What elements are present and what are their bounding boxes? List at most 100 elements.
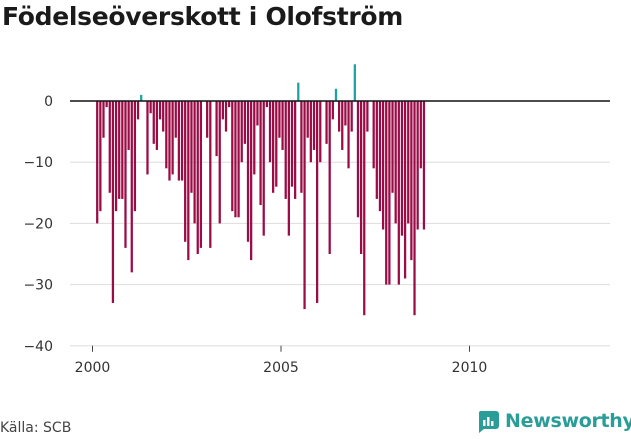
bar xyxy=(341,101,344,150)
bar xyxy=(366,101,369,132)
bar xyxy=(177,101,181,181)
bar xyxy=(400,101,404,236)
bar xyxy=(381,101,385,230)
bar xyxy=(419,101,422,169)
bar xyxy=(268,101,272,163)
bar xyxy=(199,101,203,248)
bar xyxy=(118,101,121,199)
bar xyxy=(256,101,259,126)
bar xyxy=(215,101,218,157)
chart-title: Födelseöverskott i Olofström xyxy=(2,2,403,31)
source-note: Källa: SCB xyxy=(0,420,72,436)
bar xyxy=(190,101,193,193)
bar xyxy=(146,101,149,175)
bar xyxy=(253,101,256,175)
bar xyxy=(102,101,105,138)
bar xyxy=(287,101,290,236)
bar xyxy=(316,101,319,303)
bar xyxy=(240,101,243,163)
bar xyxy=(174,101,177,138)
bar xyxy=(278,101,281,138)
bar xyxy=(237,101,240,218)
bar xyxy=(221,101,225,120)
bar xyxy=(265,101,268,108)
y-tick-label: −30 xyxy=(23,278,53,294)
bar xyxy=(124,101,127,248)
y-tick-label: −20 xyxy=(23,216,53,232)
bar xyxy=(337,101,341,132)
bar xyxy=(168,101,171,181)
bar xyxy=(234,101,237,218)
bar xyxy=(294,101,297,199)
bar xyxy=(306,101,309,138)
bar xyxy=(328,101,331,254)
bar xyxy=(127,101,130,150)
bar xyxy=(272,101,275,193)
bar xyxy=(243,101,246,144)
bar xyxy=(388,101,391,285)
bar xyxy=(152,101,155,144)
bar xyxy=(394,101,397,224)
bar xyxy=(224,101,228,132)
x-tick-label: 2010 xyxy=(452,360,488,376)
y-tick-label: −40 xyxy=(23,339,53,355)
bar xyxy=(325,101,328,144)
bar xyxy=(99,101,102,212)
bar xyxy=(114,101,118,212)
brand-logo[interactable]: Newsworthy xyxy=(476,409,631,433)
gridlines xyxy=(70,161,610,347)
bar xyxy=(372,101,375,169)
newsworthy-icon xyxy=(478,411,499,433)
bar xyxy=(206,101,209,138)
bar xyxy=(231,101,234,212)
bar xyxy=(309,101,312,163)
bar xyxy=(356,101,360,218)
bar xyxy=(196,101,199,254)
bar xyxy=(359,101,363,254)
bar xyxy=(410,101,413,261)
bar xyxy=(407,101,410,224)
bars xyxy=(96,64,426,316)
bar xyxy=(319,101,322,163)
x-axis: 200020052010201520202025 xyxy=(75,345,488,376)
bar xyxy=(353,64,356,101)
bar xyxy=(96,101,99,224)
bar xyxy=(165,101,168,169)
bar xyxy=(375,101,378,199)
bar xyxy=(275,101,278,187)
bar xyxy=(297,82,300,101)
bar xyxy=(422,101,426,230)
bar xyxy=(347,101,350,169)
bar xyxy=(303,101,306,310)
bar xyxy=(180,101,184,181)
bar xyxy=(259,101,262,206)
bar xyxy=(312,101,316,150)
bar xyxy=(284,101,287,199)
bar xyxy=(416,101,419,230)
bar xyxy=(391,101,394,193)
bar xyxy=(378,101,382,212)
bar xyxy=(171,101,174,175)
bar xyxy=(130,101,133,273)
bar xyxy=(155,101,159,150)
bar xyxy=(403,101,407,279)
bar xyxy=(121,101,124,199)
bar xyxy=(105,101,108,108)
bar xyxy=(111,101,115,303)
bar xyxy=(334,88,338,101)
bar xyxy=(385,101,388,285)
bar xyxy=(344,101,347,126)
bar xyxy=(397,101,400,285)
bar xyxy=(133,101,137,212)
y-tick-label: 0 xyxy=(44,94,53,110)
x-tick-label: 2000 xyxy=(75,360,111,376)
bar xyxy=(158,101,162,120)
bar xyxy=(108,101,111,193)
bar xyxy=(281,101,284,150)
bar xyxy=(209,101,212,248)
bar xyxy=(250,101,253,261)
bar xyxy=(149,101,152,114)
bar xyxy=(363,101,366,316)
bar xyxy=(331,101,334,120)
